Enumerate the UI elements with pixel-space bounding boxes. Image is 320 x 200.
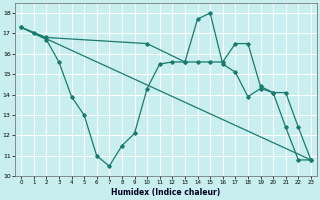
X-axis label: Humidex (Indice chaleur): Humidex (Indice chaleur) [111, 188, 221, 197]
